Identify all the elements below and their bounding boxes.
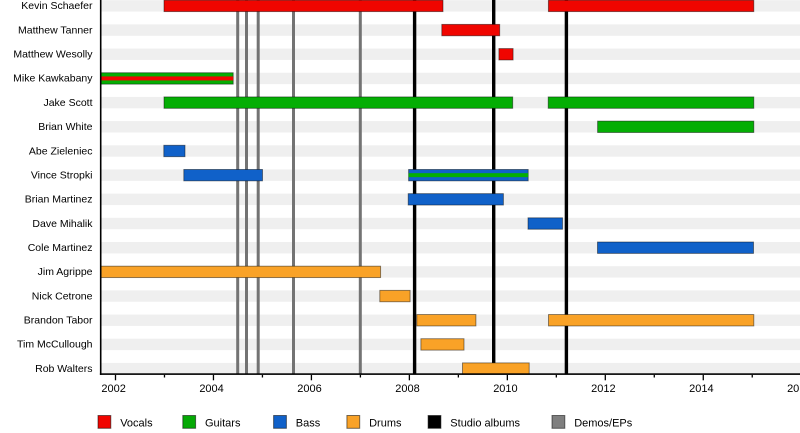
svg-text:2012: 2012 <box>591 383 615 395</box>
svg-text:Brian White: Brian White <box>38 121 92 133</box>
svg-text:2016: 2016 <box>787 383 800 395</box>
svg-text:Kevin Schaefer: Kevin Schaefer <box>21 0 93 12</box>
svg-text:Demos/EPs: Demos/EPs <box>574 417 633 429</box>
svg-text:Vocals: Vocals <box>120 417 153 429</box>
svg-text:Abe Zieleniec: Abe Zieleniec <box>29 145 93 157</box>
svg-text:Guitars: Guitars <box>205 417 241 429</box>
svg-text:2010: 2010 <box>493 383 517 395</box>
svg-text:2008: 2008 <box>395 383 419 395</box>
svg-text:2006: 2006 <box>297 383 321 395</box>
svg-text:Matthew Wesolly: Matthew Wesolly <box>13 49 93 61</box>
svg-text:Drums: Drums <box>369 417 402 429</box>
svg-text:Brandon Tabor: Brandon Tabor <box>24 315 93 327</box>
svg-text:Rob Walters: Rob Walters <box>35 363 92 375</box>
svg-text:Dave Mihalik: Dave Mihalik <box>32 218 93 230</box>
svg-text:2004: 2004 <box>199 383 223 395</box>
svg-text:Vince Stropki: Vince Stropki <box>31 169 93 181</box>
svg-text:Jake Scott: Jake Scott <box>43 97 92 109</box>
svg-text:Cole Martinez: Cole Martinez <box>28 242 93 254</box>
svg-text:2002: 2002 <box>101 383 125 395</box>
svg-text:Bass: Bass <box>296 417 321 429</box>
svg-text:Nick Cetrone: Nick Cetrone <box>32 290 93 302</box>
svg-text:Studio albums: Studio albums <box>450 417 520 429</box>
svg-text:Tim McCullough: Tim McCullough <box>17 339 93 351</box>
svg-text:2014: 2014 <box>689 383 713 395</box>
svg-text:Jim Agrippe: Jim Agrippe <box>38 266 93 278</box>
svg-text:Mike Kawkabany: Mike Kawkabany <box>13 73 93 85</box>
svg-text:Brian Martinez: Brian Martinez <box>25 194 93 206</box>
svg-text:Matthew Tanner: Matthew Tanner <box>18 24 93 36</box>
